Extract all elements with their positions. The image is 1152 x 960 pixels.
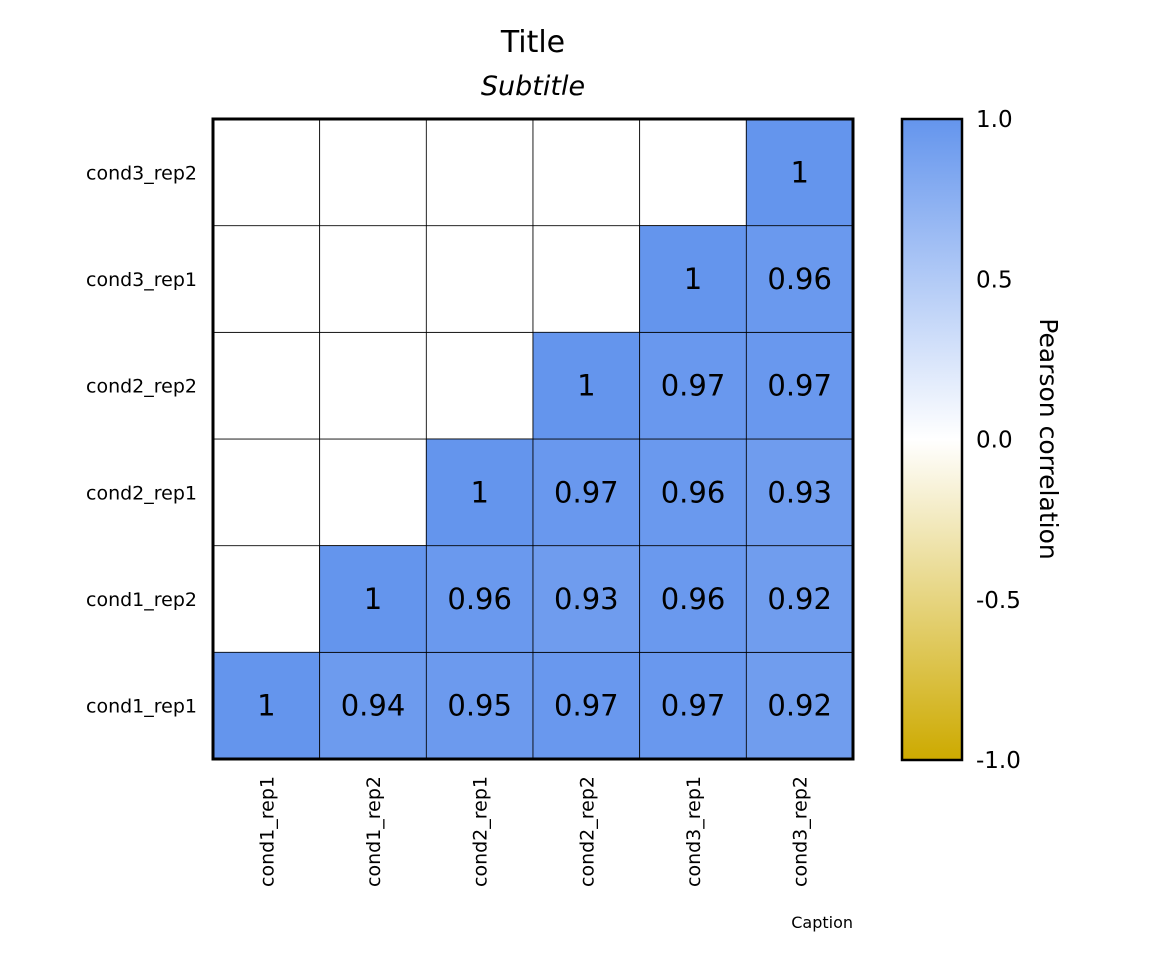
- heatmap-cell: [639, 331, 747, 440]
- heatmap-cell-label: 0.96: [661, 475, 726, 509]
- chart-caption: Caption: [791, 913, 853, 932]
- x-tick-label: cond2_rep1: [470, 776, 492, 887]
- y-tick-label: cond3_rep1: [86, 269, 197, 291]
- y-tick-label: cond3_rep2: [86, 162, 197, 184]
- heatmap-cell: [319, 651, 427, 760]
- heatmap-cell-label: 0.95: [447, 689, 512, 723]
- heatmap-cell: [745, 225, 854, 333]
- row-labels: cond1_rep1 cond1_rep2 cond2_rep1 cond2_rep2…: [86, 162, 197, 717]
- heatmap-cell-label: 0.97: [554, 689, 619, 723]
- legend-tick-label: 0.0: [976, 428, 1013, 454]
- y-tick-label: cond1_rep1: [86, 696, 197, 718]
- heatmap-empty-cell: [212, 545, 321, 653]
- legend-ticks: 1.0 0.5 0.0 -0.5 -1.0: [976, 107, 1021, 774]
- chart-subtitle: Subtitle: [481, 71, 585, 102]
- legend-tick-label: -1.0: [976, 748, 1021, 774]
- heatmap-cell-label: 0.96: [661, 582, 726, 616]
- x-tick-label: cond2_rep2: [576, 776, 598, 887]
- legend-title: Pearson correlation: [1034, 318, 1063, 559]
- heatmap-cell-label: 1: [790, 155, 808, 189]
- heatmap-panel-border: [211, 117, 855, 761]
- x-tick-label: cond3_rep1: [683, 776, 705, 887]
- x-tick-label: cond1_rep1: [256, 776, 278, 887]
- heatmap-empty-cell: [319, 331, 427, 440]
- heatmap-cell-label: 0.93: [767, 475, 832, 509]
- heatmap-cell-label: 0.94: [341, 689, 406, 723]
- heatmap-empty-cell: [212, 225, 321, 333]
- heatmap-cell: [745, 651, 854, 760]
- heatmap-cell: [532, 331, 641, 440]
- y-tick-label: cond2_rep1: [86, 482, 197, 504]
- y-tick-label: cond2_rep2: [86, 376, 197, 398]
- x-tick-label: cond3_rep2: [790, 776, 812, 887]
- legend-colorbar: [900, 117, 964, 762]
- heatmap-cell: [745, 331, 854, 440]
- heatmap-empty-cell: [425, 225, 534, 333]
- heatmap-empty-cell: [319, 225, 427, 333]
- heatmap-empty-cell: [639, 118, 747, 227]
- heatmap-cell-label: 0.96: [767, 262, 832, 296]
- heatmap-cell-label: 1: [470, 475, 488, 509]
- heatmap-cell: [532, 438, 641, 547]
- heatmap-cell-label: 0.97: [767, 369, 832, 403]
- heatmap-cell-label: 1: [257, 689, 275, 723]
- heatmap-cell-label: 0.93: [554, 582, 619, 616]
- heatmap-cell: [532, 651, 641, 760]
- heatmap-cell-label: 0.96: [447, 582, 512, 616]
- heatmap-cell: [745, 438, 854, 547]
- heatmap-cell-label: 0.97: [554, 475, 619, 509]
- chart-title: Title: [500, 25, 565, 60]
- heatmap-grid: 1 0.94 0.95 0.97 0.97 0.92 1 0.96 0.93 0.96 0.92 1 0…: [212, 118, 854, 760]
- legend-tick-label: 1.0: [976, 107, 1013, 133]
- heatmap-cell-label: 0.92: [767, 582, 832, 616]
- heatmap-cell-label: 0.97: [661, 689, 726, 723]
- heatmap-empty-cell: [319, 438, 427, 547]
- heatmap-cell-label: 0.92: [767, 689, 832, 723]
- heatmap-empty-cell: [212, 118, 321, 227]
- heatmap-cell: [639, 545, 747, 653]
- heatmap-empty-cell: [532, 225, 641, 333]
- heatmap-cell: [212, 651, 321, 760]
- heatmap-cell: [639, 225, 747, 333]
- heatmap-cell-label: 0.97: [661, 369, 726, 403]
- heatmap-empty-cell: [212, 438, 321, 547]
- heatmap-empty-cell: [532, 118, 641, 227]
- heatmap-empty-cell: [425, 118, 534, 227]
- heatmap-cell-label: 1: [684, 262, 702, 296]
- heatmap-empty-cell: [212, 331, 321, 440]
- heatmap-cell: [425, 545, 534, 653]
- heatmap-cell-label: 1: [577, 369, 595, 403]
- heatmap-cell: [745, 118, 854, 227]
- heatmap-cell: [319, 545, 427, 653]
- heatmap-cell: [639, 438, 747, 547]
- heatmap-empty-cell: [425, 331, 534, 440]
- heatmap-empty-cell: [319, 118, 427, 227]
- y-tick-label: cond1_rep2: [86, 589, 197, 611]
- legend-tick-label: -0.5: [976, 588, 1021, 614]
- x-tick-label: cond1_rep2: [363, 776, 385, 887]
- heatmap-cell-label: 1: [364, 582, 382, 616]
- column-labels: cond1_rep1 cond1_rep2 cond2_rep1 cond2_rep2…: [256, 776, 811, 887]
- legend-tick-label: 0.5: [976, 267, 1013, 293]
